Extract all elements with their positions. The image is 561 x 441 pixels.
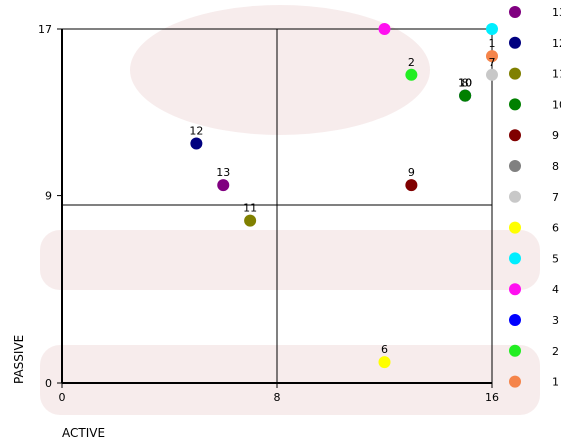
data-point-9 [405,179,418,192]
data-point-2 [405,68,418,81]
x-ticks: 0 8 16 [59,383,499,404]
data-point-label: 6 [381,343,388,356]
legend-label: 13 [552,6,561,19]
legend-label: 10 [552,98,561,111]
legend-marker-7 [509,190,521,203]
legend-label: 5 [552,252,559,265]
data-point-label: 2 [408,56,415,69]
x-tick-label: 16 [485,391,499,404]
legend-label: 9 [552,129,559,142]
x-axis-label: ACTIVE [62,426,105,440]
legend-label: 7 [552,191,559,204]
legend-label: 8 [552,160,559,173]
legend-label: 4 [552,283,559,296]
watermark [40,5,540,415]
legend-marker-2 [509,344,521,357]
legend-marker-5 [509,252,521,265]
legend-marker-13 [509,6,521,18]
legend-marker-6 [509,221,521,234]
legend-marker-9 [509,129,521,142]
data-point-5 [486,23,498,35]
legend-marker-10 [509,98,521,111]
data-point-label: 9 [408,166,415,179]
data-point-13 [217,179,230,192]
x-tick-label: 0 [59,391,66,404]
legend-label: 11 [552,68,561,81]
data-point-label: 7 [489,56,496,69]
plot-frame [61,28,493,384]
data-point-label: 10 [458,77,472,90]
data-point-label: 8 [462,77,469,90]
legend-label: 3 [552,314,559,327]
data-point-label: 12 [189,125,203,138]
data-point-label: 13 [216,166,230,179]
legend: 13 12 11 10 9 8 7 6 5 4 3 2 1 [509,6,561,389]
x-tick-label: 8 [274,391,281,404]
legend-marker-1 [509,375,521,388]
data-point-6 [378,356,391,369]
data-point-label: 10 [458,77,472,90]
legend-label: 2 [552,345,559,358]
data-point-10 [459,89,472,102]
data-point-12 [190,137,203,150]
data-point-1 [486,50,498,63]
data-point-11 [244,214,257,227]
legend-marker-3 [509,314,521,326]
legend-label: 12 [552,37,561,50]
legend-marker-11 [509,67,521,80]
data-point-label: 1 [489,37,496,50]
y-tick-label: 0 [45,377,52,390]
legend-marker-4 [509,283,521,296]
data-point-7 [486,68,498,81]
y-axis-label: PASSIVE [12,335,26,384]
legend-marker-12 [509,36,521,49]
y-tick-label: 9 [45,190,52,203]
legend-label: 1 [552,376,559,389]
legend-label: 6 [552,222,559,235]
data-point-label: 11 [243,202,257,215]
legend-marker-8 [509,160,521,172]
data-point-4 [378,23,391,35]
y-ticks: 0 9 17 [38,23,62,390]
y-tick-label: 17 [38,23,52,36]
